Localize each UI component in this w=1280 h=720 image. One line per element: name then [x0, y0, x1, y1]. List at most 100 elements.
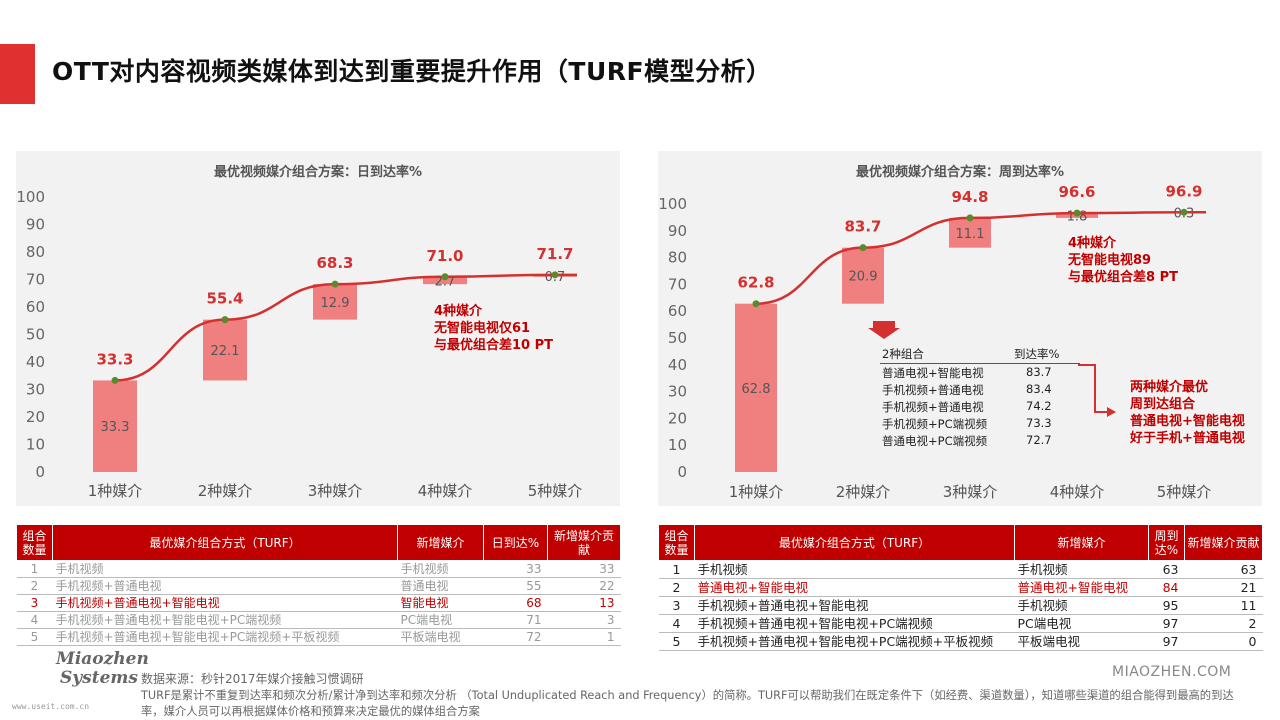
- table-cell: 3: [547, 611, 621, 629]
- y-tick-label: 90: [668, 222, 687, 240]
- table-cell: 63: [1184, 560, 1263, 579]
- y-tick-label: 10: [26, 436, 45, 454]
- cumulative-label: 71.7: [536, 245, 573, 263]
- table-row: 5 手机视频+普通电视+智能电视+PC端视频+平板视频 平板端电视 72 1: [16, 628, 621, 646]
- x-category-label: 2种媒介: [836, 483, 891, 501]
- col-header: 最优媒介组合方式（TURF）: [52, 524, 398, 561]
- cumulative-point: [111, 376, 119, 384]
- combo-row-value: 73.3: [1026, 416, 1052, 430]
- table-cell: 4: [658, 614, 695, 633]
- chart-panel-daily: 最优视频媒介组合方案：日到达率% 0 10 20 30 40 50 60 70 80 90 100 3…: [16, 151, 620, 506]
- table-cell: 63: [1148, 560, 1185, 579]
- data-source: 数据来源：秒针2017年媒介接触习惯调研: [141, 672, 364, 686]
- combo-row-label: 普通电视+智能电视: [882, 366, 984, 380]
- col-header: 新增媒介: [1014, 524, 1149, 561]
- annotation-line: 与最优组合差10 PT: [434, 338, 554, 353]
- waterfall-bar: [93, 380, 137, 472]
- table-cell: 手机视频+普通电视+智能电视+PC端视频+平板视频: [694, 632, 1015, 651]
- y-tick-label: 20: [26, 408, 45, 426]
- table-cell: 普通电视+智能电视: [694, 578, 1015, 597]
- cumulative-point: [221, 316, 229, 324]
- chart-annotation-weekly: 4种媒介 无智能电视89 与最优组合差8 PT: [1068, 235, 1178, 286]
- y-tick-label: 40: [26, 353, 45, 371]
- table-cell: 1: [547, 628, 621, 646]
- chart-title-weekly: 最优视频媒介组合方案：周到达率%: [855, 165, 1065, 180]
- down-arrow-icon: [868, 321, 900, 339]
- y-tick-label: 70: [668, 275, 687, 293]
- col-header: 组合数量: [658, 524, 695, 561]
- table-row: 4 手机视频+普通电视+智能电视+PC端视频 PC端电视 97 2: [658, 614, 1263, 633]
- table-cell: 71: [483, 611, 548, 629]
- cumulative-point: [966, 214, 974, 222]
- y-tick-label: 50: [668, 329, 687, 347]
- table-row: 2 手机视频+普通电视 普通电视 55 22: [16, 577, 621, 595]
- table-header-row: 组合数量 最优媒介组合方式（TURF） 新增媒介 日到达% 新增媒介贡献: [16, 524, 621, 561]
- chart-weekly-reach: 010203040506070809010062.820.911.11.80.3…: [658, 182, 1212, 501]
- cumulative-point: [1180, 208, 1188, 216]
- table-row-highlighted: 2 普通电视+智能电视 普通电视+智能电视 84 21: [658, 578, 1263, 597]
- cumulative-label: 62.8: [737, 274, 774, 292]
- combo-row-value: 83.4: [1026, 382, 1052, 396]
- y-tick-label: 60: [668, 302, 687, 320]
- cumulative-label: 33.3: [96, 350, 133, 368]
- turf-table-daily: 组合数量 最优媒介组合方式（TURF） 新增媒介 日到达% 新增媒介贡献 1 手…: [16, 524, 621, 646]
- table-cell: 84: [1148, 578, 1185, 597]
- cumulative-label: 96.6: [1058, 183, 1095, 201]
- table-cell: 95: [1148, 596, 1185, 615]
- title-accent-bar: [0, 44, 35, 104]
- table-cell: PC端电视: [1014, 614, 1149, 633]
- connector-arrow-icon: [1078, 364, 1116, 417]
- table-cell: 33: [547, 560, 621, 578]
- y-tick-label: 100: [658, 195, 687, 213]
- col-header: 新增媒介: [397, 524, 484, 561]
- combo-row-value: 72.7: [1026, 433, 1052, 447]
- increment-label: 22.1: [211, 344, 240, 359]
- table-cell: 68: [483, 594, 548, 612]
- annotation-line: 无智能电视89: [1068, 253, 1152, 268]
- table-cell: 手机视频+普通电视+智能电视+PC端视频: [694, 614, 1015, 633]
- table-cell: 手机视频+普通电视: [52, 577, 398, 595]
- table-cell: PC端电视: [397, 611, 484, 629]
- col-header: 日到达%: [483, 524, 548, 561]
- table-cell: 21: [1184, 578, 1263, 597]
- table-cell: 0: [1184, 632, 1263, 651]
- y-tick-label: 90: [26, 216, 45, 234]
- y-tick-label: 0: [677, 463, 687, 481]
- right-note-line: 两种媒介最优: [1130, 380, 1209, 395]
- website-watermark: www.useit.com.cn: [12, 702, 90, 711]
- x-category-label: 5种媒介: [1157, 483, 1212, 501]
- combo-row-label: 手机视频+普通电视: [882, 383, 984, 397]
- table-cell: 手机视频+普通电视+智能电视: [52, 594, 398, 612]
- table-cell: 手机视频: [694, 560, 1015, 579]
- table-cell: 1: [16, 560, 53, 578]
- table-cell: 13: [547, 594, 621, 612]
- table-cell: 手机视频: [52, 560, 398, 578]
- table-cell: 手机视频+普通电视+智能电视+PC端视频+平板视频: [52, 628, 398, 646]
- cumulative-label: 83.7: [844, 218, 881, 236]
- y-tick-label: 80: [26, 243, 45, 261]
- cumulative-line: [114, 273, 577, 382]
- waterfall-bar: [842, 247, 884, 304]
- table-cell: 手机视频: [397, 560, 484, 578]
- table-cell: 平板端电视: [1014, 632, 1149, 651]
- table-row: 1 手机视频 手机视频 63 63: [658, 560, 1263, 579]
- increment-label: 12.9: [321, 296, 350, 311]
- col-header: 最优媒介组合方式（TURF）: [694, 524, 1015, 561]
- y-tick-label: 10: [668, 436, 687, 454]
- chart-title-daily: 最优视频媒介组合方案：日到达率%: [213, 165, 423, 180]
- right-note-line: 周到达组合: [1130, 397, 1196, 412]
- col-header: 新增媒介贡献: [547, 524, 621, 561]
- table-cell: 手机视频: [1014, 596, 1149, 615]
- annotation-line: 无智能电视仅61: [434, 321, 531, 336]
- waterfall-bar: [735, 303, 777, 472]
- right-note-line: 普通电视+智能电视: [1130, 414, 1245, 429]
- increment-label: 62.8: [742, 382, 771, 397]
- table-cell: 97: [1148, 614, 1185, 633]
- table-cell: 智能电视: [397, 594, 484, 612]
- cumulative-label: 55.4: [206, 290, 243, 308]
- table-cell: 手机视频+普通电视+智能电视+PC端视频: [52, 611, 398, 629]
- cumulative-point: [441, 273, 449, 281]
- table-cell: 手机视频+普通电视+智能电视: [694, 596, 1015, 615]
- waterfall-bar: [423, 276, 467, 285]
- increment-label: 20.9: [849, 270, 878, 285]
